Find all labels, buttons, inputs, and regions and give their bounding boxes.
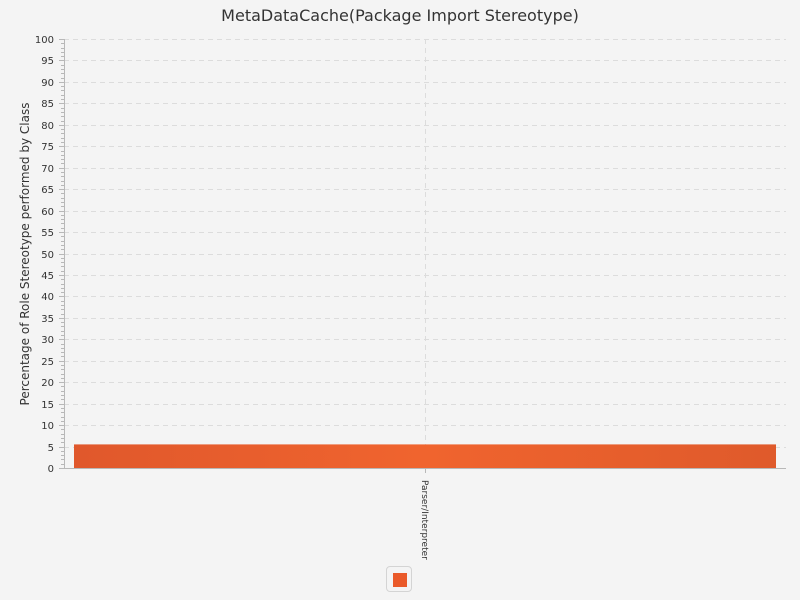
y-tick-label: 0 xyxy=(48,464,54,475)
y-tick-label: 5 xyxy=(48,443,54,454)
bar xyxy=(74,444,776,468)
y-tick-label: 30 xyxy=(41,335,54,346)
y-tick-label: 20 xyxy=(41,378,54,389)
y-tick-label: 35 xyxy=(41,314,54,325)
y-tick-label: 10 xyxy=(41,421,54,432)
y-tick-label: 95 xyxy=(41,56,54,67)
y-tick-label: 80 xyxy=(41,121,54,132)
y-tick-label: 15 xyxy=(41,400,54,411)
y-tick-label: 100 xyxy=(35,35,54,46)
axes: 0 5 10 15 20 25 30 35 40 45 50 55 60 65 70 75 80 85 90 95 10… xyxy=(35,35,786,560)
y-tick-label: 90 xyxy=(41,78,54,89)
bars xyxy=(74,444,776,468)
chart-title: MetaDataCache(Package Import Stereotype) xyxy=(221,6,579,25)
y-tick-label: 65 xyxy=(41,185,54,196)
x-tick-label: Parser/Interpreter xyxy=(419,480,429,560)
y-axis-label: Percentage of Role Stereotype performed … xyxy=(18,103,32,406)
y-tick-label: 70 xyxy=(41,164,54,175)
y-tick-label: 75 xyxy=(41,142,54,153)
y-tick-label: 40 xyxy=(41,292,54,303)
grid-lines xyxy=(64,39,786,468)
y-tick-label: 60 xyxy=(41,207,54,218)
y-tick-label: 45 xyxy=(41,271,54,282)
y-tick-label: 85 xyxy=(41,99,54,110)
legend xyxy=(386,566,412,592)
y-tick-label: 25 xyxy=(41,357,54,368)
legend-swatch xyxy=(393,573,407,587)
y-tick-label: 55 xyxy=(41,228,54,239)
y-tick-label: 50 xyxy=(41,250,54,261)
